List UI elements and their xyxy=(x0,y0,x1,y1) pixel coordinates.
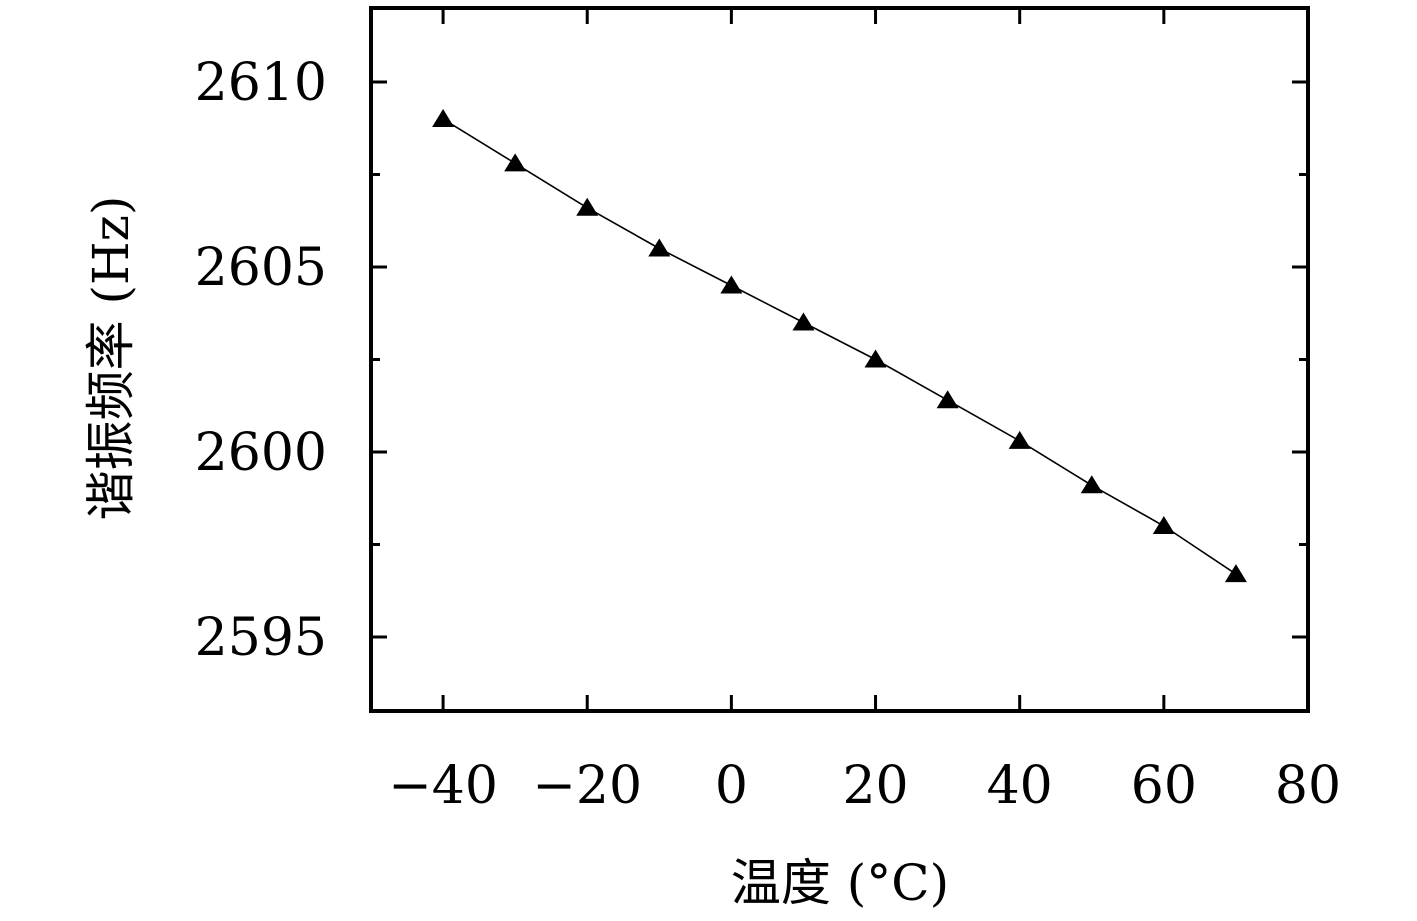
data-point-marker xyxy=(1224,564,1247,583)
data-point-marker xyxy=(720,275,743,294)
data-point-marker xyxy=(792,312,815,331)
y-tick-label: 2595 xyxy=(195,608,327,668)
x-axis-title: 温度 (°C) xyxy=(731,854,949,912)
x-tick-label: 40 xyxy=(987,756,1053,816)
y-tick-label: 2610 xyxy=(195,53,327,113)
y-tick-label: 2605 xyxy=(195,238,327,298)
y-tick-label: 2600 xyxy=(195,423,327,483)
x-tick-label: −20 xyxy=(532,756,642,816)
series-line xyxy=(442,118,1237,575)
data-point-marker xyxy=(936,390,959,409)
x-tick-label: 0 xyxy=(715,756,748,816)
data-point-marker xyxy=(432,109,455,127)
x-tick-label: 20 xyxy=(842,756,908,816)
x-tick-label: 80 xyxy=(1275,756,1341,816)
data-point-marker xyxy=(1080,475,1103,494)
data-point-marker xyxy=(648,238,671,257)
y-axis-title: 谐振频率 (Hz) xyxy=(82,196,140,521)
data-point-marker xyxy=(576,197,599,216)
data-point-marker xyxy=(504,153,527,172)
data-point-marker xyxy=(1152,516,1175,534)
data-point-marker xyxy=(1008,430,1031,449)
plot-frame xyxy=(369,6,1310,713)
x-tick-label: −40 xyxy=(388,756,498,816)
data-point-marker xyxy=(864,349,887,368)
x-tick-label: 60 xyxy=(1131,756,1197,816)
